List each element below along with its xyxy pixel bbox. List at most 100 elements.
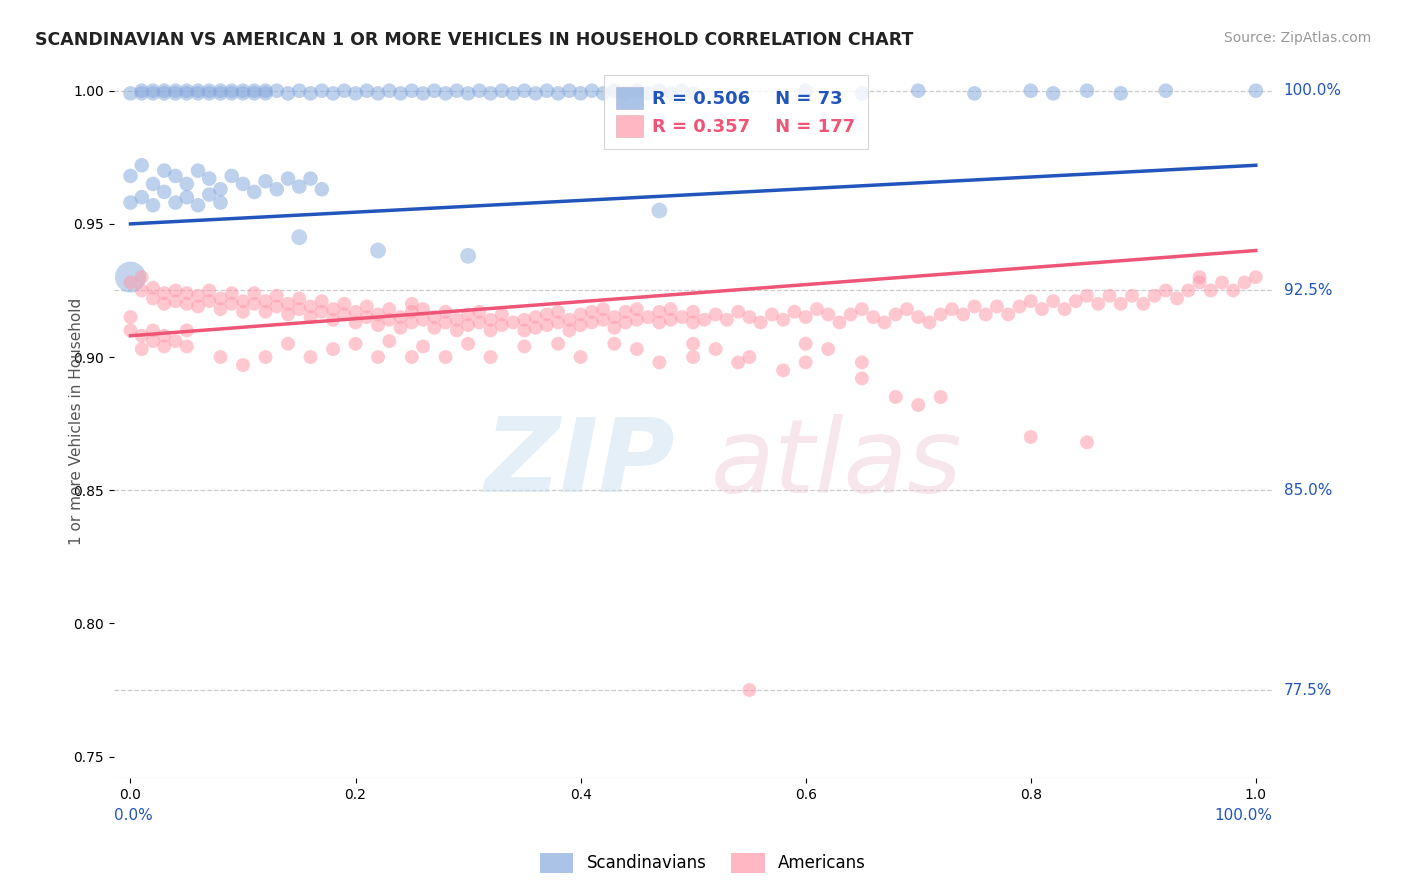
Point	[457, 336, 479, 351]
Point	[637, 87, 659, 101]
Point	[614, 315, 637, 329]
Point	[1233, 276, 1256, 290]
Point	[648, 305, 671, 319]
Point	[1053, 302, 1076, 317]
Point	[254, 294, 277, 309]
Point	[288, 84, 311, 98]
Point	[131, 270, 153, 285]
Point	[131, 328, 153, 343]
Point	[569, 350, 592, 364]
Point	[277, 297, 299, 311]
Point	[794, 310, 817, 325]
Point	[1132, 297, 1154, 311]
Point	[862, 310, 884, 325]
Point	[198, 284, 221, 298]
Point	[547, 87, 569, 101]
Point	[457, 87, 479, 101]
Legend: R = 0.506    N = 73, R = 0.357    N = 177: R = 0.506 N = 73, R = 0.357 N = 177	[603, 75, 868, 149]
Point	[929, 308, 952, 322]
Point	[266, 289, 288, 303]
Point	[1121, 289, 1143, 303]
Point	[682, 315, 704, 329]
Point	[187, 198, 209, 212]
Point	[333, 297, 356, 311]
Point	[434, 315, 457, 329]
Point	[266, 84, 288, 98]
Point	[165, 87, 187, 101]
Point	[828, 315, 851, 329]
Point	[153, 297, 176, 311]
Point	[727, 305, 749, 319]
Point	[1087, 297, 1109, 311]
Point	[772, 363, 794, 377]
Point	[389, 320, 412, 334]
Point	[299, 310, 322, 325]
Point	[153, 286, 176, 301]
Point	[434, 350, 457, 364]
Point	[277, 308, 299, 322]
Point	[221, 84, 243, 98]
Point	[524, 320, 547, 334]
Point	[209, 350, 232, 364]
Point	[614, 87, 637, 101]
Point	[806, 302, 828, 317]
Point	[794, 355, 817, 369]
Point	[243, 185, 266, 199]
Point	[142, 87, 165, 101]
Point	[693, 312, 716, 326]
Text: 0.0%: 0.0%	[114, 808, 152, 823]
Point	[142, 281, 165, 295]
Point	[626, 84, 648, 98]
Point	[153, 87, 176, 101]
Point	[1008, 300, 1031, 314]
Point	[1222, 284, 1244, 298]
Point	[401, 315, 423, 329]
Point	[1031, 302, 1053, 317]
Point	[513, 323, 536, 337]
Point	[547, 336, 569, 351]
Point	[1211, 276, 1233, 290]
Point	[738, 683, 761, 698]
Point	[389, 87, 412, 101]
Point	[254, 174, 277, 188]
Point	[817, 308, 839, 322]
Point	[367, 308, 389, 322]
Point	[299, 87, 322, 101]
Point	[648, 84, 671, 98]
Point	[142, 334, 165, 348]
Point	[1019, 430, 1042, 444]
Point	[547, 315, 569, 329]
Point	[457, 318, 479, 332]
Point	[131, 190, 153, 204]
Point	[299, 171, 322, 186]
Point	[120, 270, 142, 285]
Point	[558, 84, 581, 98]
Point	[929, 390, 952, 404]
Point	[356, 300, 378, 314]
Point	[176, 286, 198, 301]
Point	[333, 308, 356, 322]
Point	[682, 305, 704, 319]
Point	[794, 84, 817, 98]
Point	[569, 87, 592, 101]
Point	[1166, 292, 1188, 306]
Point	[221, 286, 243, 301]
Point	[704, 308, 727, 322]
Point	[344, 336, 367, 351]
Point	[468, 84, 491, 98]
Point	[592, 302, 614, 317]
Text: 100.0%: 100.0%	[1215, 808, 1272, 823]
Point	[176, 339, 198, 353]
Point	[873, 315, 896, 329]
Point	[187, 163, 209, 178]
Point	[727, 355, 749, 369]
Point	[142, 323, 165, 337]
Point	[502, 87, 524, 101]
Point	[176, 297, 198, 311]
Point	[558, 312, 581, 326]
Point	[311, 305, 333, 319]
Point	[120, 276, 142, 290]
Point	[896, 302, 918, 317]
Point	[165, 284, 187, 298]
Point	[131, 158, 153, 172]
